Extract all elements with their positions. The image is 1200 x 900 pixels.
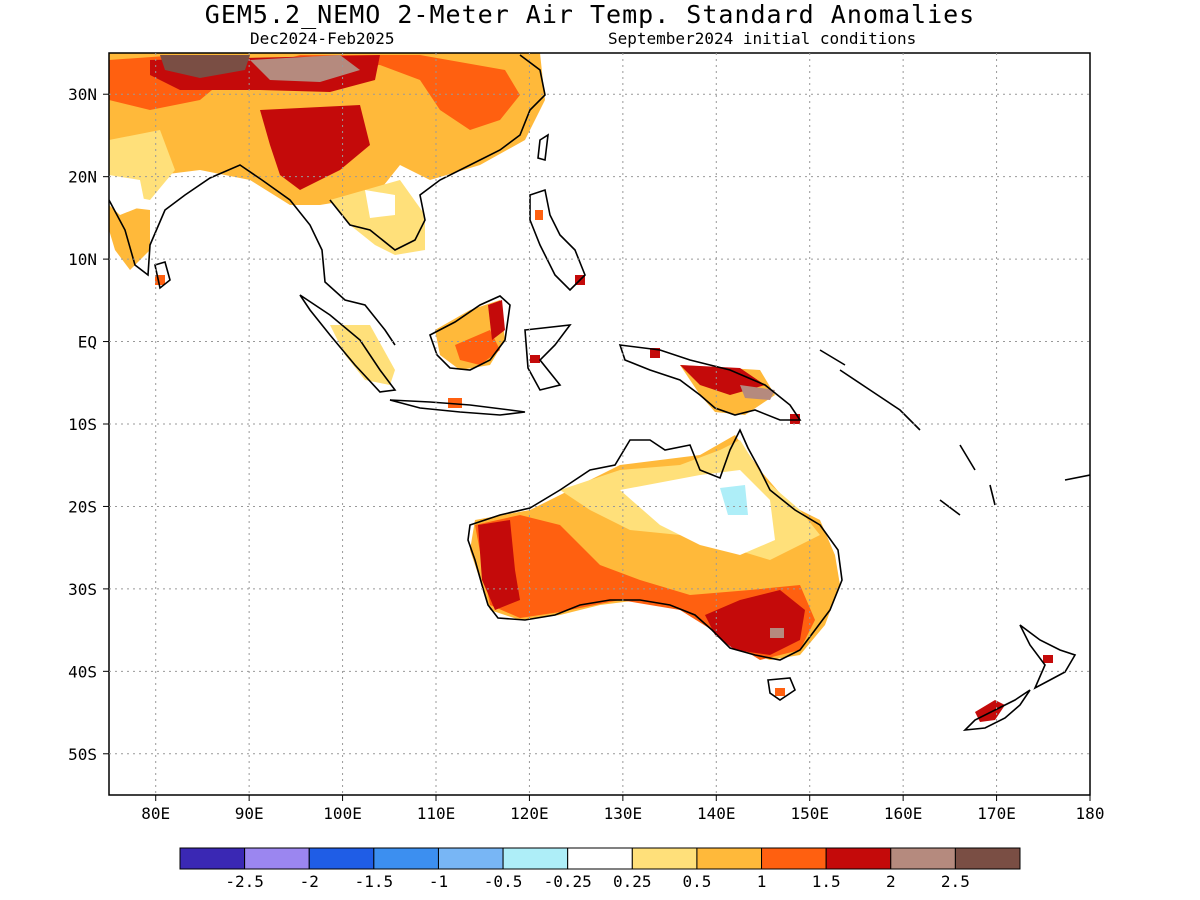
lat-tick-label: 30N bbox=[68, 85, 97, 104]
axis-ticks: 30N 20N 10N EQ 10S 20S 30S 40S 50S 80E 90E 100E 110E… bbox=[68, 85, 1104, 823]
coastline-java bbox=[389, 399, 526, 416]
lat-tick-label: 50S bbox=[68, 745, 97, 764]
anomaly-region bbox=[250, 55, 360, 82]
coastline-sulawesi bbox=[524, 324, 572, 391]
map-title: GEM5.2_NEMO 2-Meter Air Temp. Standard A… bbox=[204, 0, 976, 29]
anomaly-cell bbox=[650, 348, 660, 358]
colorbar: -2.5 -2 -1.5 -1 -0.5 -0.25 0.25 0.5 1 1.5 2 2.5 bbox=[179, 847, 1021, 891]
lat-tick-label: 40S bbox=[68, 662, 97, 681]
lat-tick-label: 30S bbox=[68, 580, 97, 599]
colorbar-label: 2 bbox=[886, 872, 896, 891]
colorbar-swatch bbox=[179, 847, 246, 870]
colorbar-swatch bbox=[890, 847, 956, 870]
grid-lines bbox=[109, 53, 1090, 795]
colorbar-swatch bbox=[373, 847, 439, 870]
coastline-asia bbox=[109, 54, 546, 346]
coastline-taiwan bbox=[537, 133, 549, 162]
coastline-solomon bbox=[819, 349, 921, 431]
coastline-srilanka bbox=[154, 260, 171, 290]
colorbar-swatch bbox=[244, 847, 310, 870]
coastline-tasmania bbox=[767, 677, 796, 701]
colorbar-swatch bbox=[954, 847, 1021, 870]
colorbar-swatch bbox=[761, 847, 827, 870]
coastline-borneo bbox=[429, 295, 511, 371]
colorbar-label: 2.5 bbox=[941, 872, 970, 891]
coastline-newguinea bbox=[618, 344, 802, 421]
coastline-australia bbox=[467, 428, 843, 661]
anomaly-cell bbox=[530, 355, 540, 363]
colorbar-label: -2 bbox=[300, 872, 319, 891]
colorbar-swatch bbox=[502, 847, 569, 870]
lat-tick-label: EQ bbox=[78, 333, 97, 352]
coastline-newzealand-north bbox=[1019, 624, 1077, 690]
lon-tick-label: 120E bbox=[510, 804, 549, 823]
colorbar-swatch bbox=[308, 847, 375, 870]
lon-tick-label: 150E bbox=[790, 804, 829, 823]
lat-tick-label: 10S bbox=[68, 415, 97, 434]
anomaly-region bbox=[109, 205, 150, 270]
lon-tick-label: 180 bbox=[1076, 804, 1105, 823]
colorbar-label: 1.5 bbox=[812, 872, 841, 891]
lat-tick-label: 10N bbox=[68, 250, 97, 269]
colorbar-label: 1 bbox=[757, 872, 767, 891]
anomaly-region bbox=[365, 190, 395, 218]
lon-tick-label: 170E bbox=[977, 804, 1016, 823]
anomaly-region bbox=[488, 300, 505, 340]
coastline-philippines bbox=[529, 188, 586, 292]
anomaly-cell bbox=[1043, 655, 1053, 663]
anomaly-region bbox=[160, 55, 250, 78]
anomaly-cell bbox=[770, 628, 784, 638]
anomaly-fills bbox=[109, 53, 1053, 722]
colorbar-swatch bbox=[567, 847, 633, 870]
lon-tick-label: 130E bbox=[604, 804, 643, 823]
anomaly-region bbox=[478, 520, 520, 610]
colorbar-swatch bbox=[631, 847, 698, 870]
lat-tick-label: 20S bbox=[68, 497, 97, 516]
colorbar-label: 0.5 bbox=[682, 872, 711, 891]
colorbar-label: 0.25 bbox=[613, 872, 652, 891]
anomaly-region bbox=[455, 330, 500, 365]
anomaly-cell bbox=[155, 275, 165, 285]
coastline-newzealand-south bbox=[962, 689, 1031, 732]
colorbar-swatch bbox=[437, 847, 504, 870]
colorbar-label: -1 bbox=[429, 872, 448, 891]
anomaly-cell bbox=[448, 398, 462, 408]
anomaly-region bbox=[330, 180, 425, 255]
coastline-sumatra bbox=[299, 294, 397, 393]
lon-tick-label: 100E bbox=[323, 804, 362, 823]
forecast-period: Dec2024-Feb2025 bbox=[250, 29, 395, 48]
anomaly-region bbox=[230, 55, 520, 130]
lon-tick-label: 80E bbox=[141, 804, 170, 823]
lat-tick-label: 20N bbox=[68, 168, 97, 187]
anomaly-region bbox=[109, 175, 145, 215]
colorbar-swatch bbox=[825, 847, 892, 870]
anomaly-region bbox=[705, 590, 805, 655]
anomaly-region bbox=[975, 700, 1005, 722]
anomaly-region bbox=[330, 325, 395, 385]
lon-tick-label: 140E bbox=[697, 804, 736, 823]
coastlines bbox=[109, 54, 1090, 732]
colorbar-label: -0.25 bbox=[544, 872, 592, 891]
anomaly-cell bbox=[535, 210, 543, 220]
coastline-pacific-islands bbox=[939, 444, 1090, 516]
lon-tick-label: 160E bbox=[884, 804, 923, 823]
initial-conditions: September2024 initial conditions bbox=[608, 29, 917, 48]
lon-tick-label: 110E bbox=[417, 804, 456, 823]
lon-tick-label: 90E bbox=[235, 804, 264, 823]
colorbar-label: -1.5 bbox=[355, 872, 394, 891]
colorbar-label: -2.5 bbox=[225, 872, 264, 891]
anomaly-cell bbox=[775, 688, 785, 696]
colorbar-swatch bbox=[696, 847, 763, 870]
anomaly-region bbox=[720, 485, 748, 515]
colorbar-label: -0.5 bbox=[484, 872, 523, 891]
anomaly-cell bbox=[790, 414, 800, 424]
anomaly-region bbox=[740, 385, 775, 400]
